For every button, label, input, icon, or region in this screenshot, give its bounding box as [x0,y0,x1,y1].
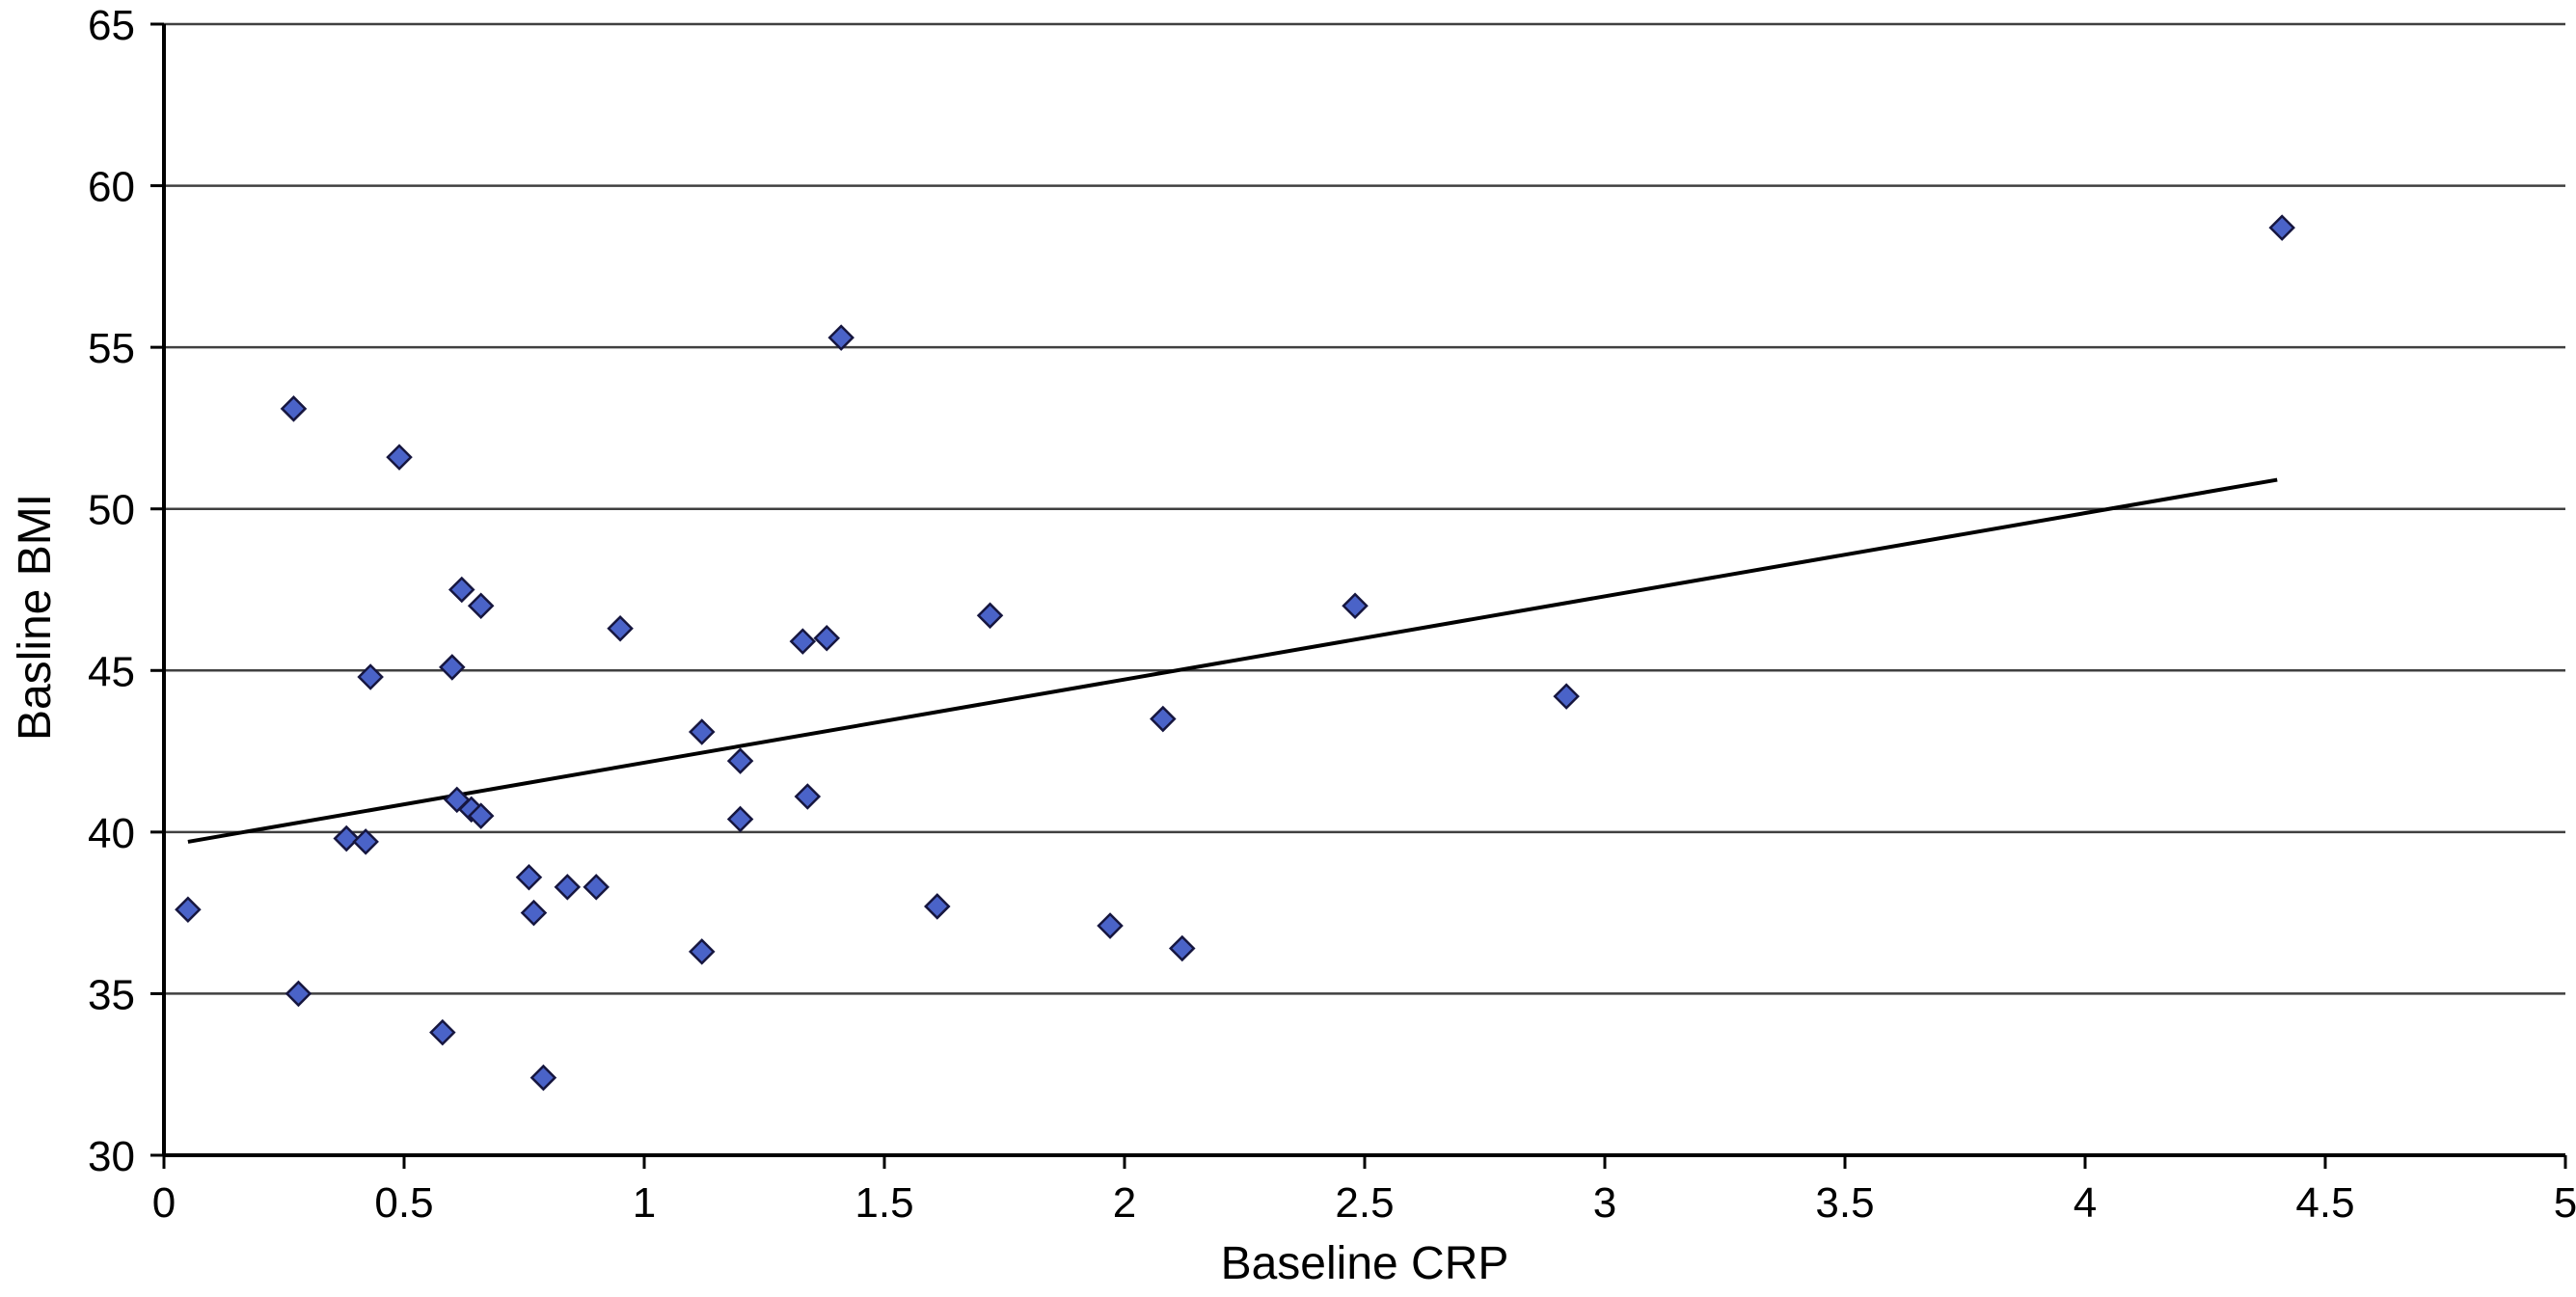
y-axis-title: Basline BMI [10,494,61,741]
data-point [1097,912,1124,939]
data-point [688,718,716,745]
data-point [794,783,822,810]
axes [150,22,2567,1169]
x-axis-title: Baseline CRP [1221,1238,1509,1289]
data-point [520,899,548,927]
trendline-segment [187,477,2278,844]
data-points [175,214,2295,1092]
data-point [976,602,1004,630]
data-point [554,874,582,901]
x-tick-label: 0 [152,1179,176,1227]
data-point [688,938,716,965]
data-point [515,864,543,891]
data-point [1168,934,1196,962]
x-tick-label: 4 [2074,1179,2097,1227]
data-point [352,828,379,855]
x-tick-label: 1 [633,1179,656,1227]
data-point [813,625,841,652]
data-point [529,1064,557,1092]
x-tick-label: 1.5 [854,1179,913,1227]
trend-line [187,477,2278,844]
data-point [285,980,312,1008]
x-tick-label: 5 [2554,1179,2576,1227]
data-point [444,786,471,814]
y-axis-tick-labels: 30 35 40 45 50 55 60 65 [88,2,135,1180]
y-tick-label: 55 [88,325,135,372]
data-point [429,1018,456,1046]
y-tick-label: 45 [88,648,135,695]
data-point [386,444,413,471]
data-point [583,874,610,901]
data-point [2268,214,2295,241]
x-axis-tick-labels: 0 0.5 1 1.5 2 2.5 3 3.5 4 4.5 5 [152,1179,2576,1227]
data-point [333,824,361,852]
data-point [467,592,495,620]
data-point [726,805,754,833]
y-tick-label: 30 [88,1133,135,1180]
x-tick-label: 2.5 [1335,1179,1394,1227]
y-tick-label: 60 [88,164,135,211]
x-tick-label: 4.5 [2295,1179,2354,1227]
x-tick-label: 3.5 [1815,1179,1874,1227]
data-point [726,747,754,774]
data-point [175,896,202,924]
data-point [1150,705,1177,733]
data-point [1553,683,1580,710]
data-point [1342,592,1369,620]
y-tick-label: 65 [88,2,135,49]
data-point [827,324,854,351]
data-point [467,802,495,829]
data-point [789,628,817,655]
x-tick-label: 3 [1593,1179,1616,1227]
data-point [357,663,384,690]
y-tick-label: 50 [88,487,135,534]
data-point [280,395,308,422]
data-point [447,576,475,604]
data-point [607,614,634,642]
data-point [924,893,951,920]
x-tick-label: 0.5 [374,1179,433,1227]
x-tick-label: 2 [1113,1179,1136,1227]
data-point [439,654,466,681]
y-tick-label: 35 [88,971,135,1018]
gridlines [164,22,2565,1157]
y-tick-label: 40 [88,810,135,857]
